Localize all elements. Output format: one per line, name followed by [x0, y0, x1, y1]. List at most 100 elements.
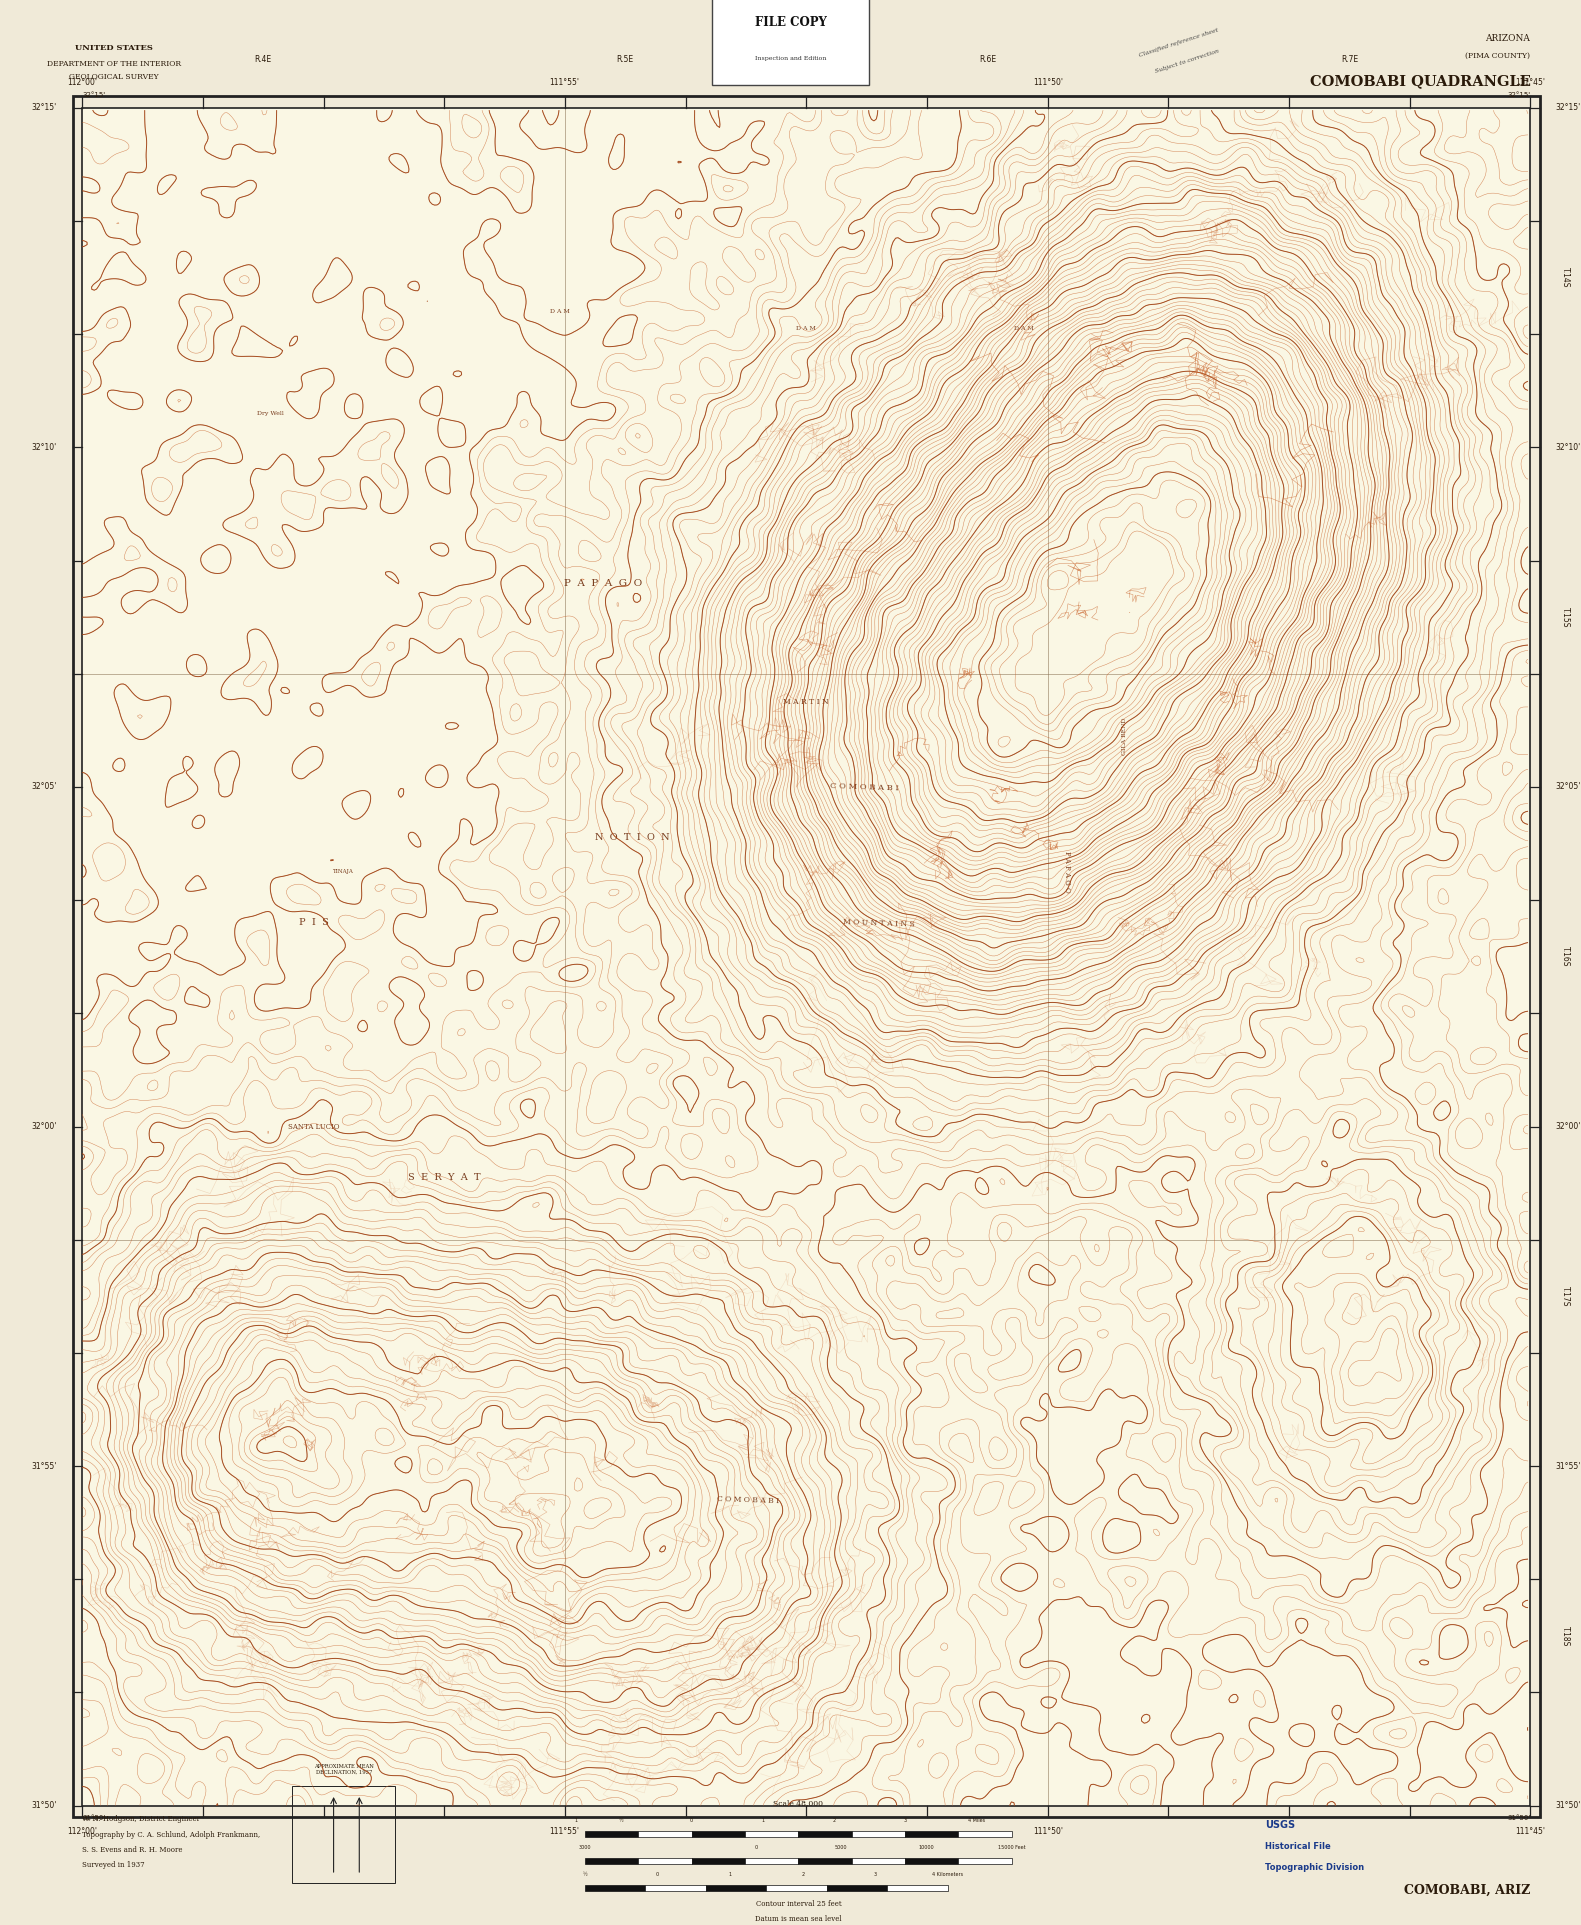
Text: 2: 2	[833, 1817, 835, 1823]
Text: 111°55': 111°55'	[550, 1827, 580, 1836]
Text: Classified reference sheet: Classified reference sheet	[1138, 27, 1219, 58]
Bar	[705, 1885, 767, 1890]
Bar	[292, 1786, 395, 1883]
Text: 111°55': 111°55'	[550, 77, 580, 87]
FancyBboxPatch shape	[711, 0, 870, 85]
Bar	[827, 1885, 887, 1890]
Text: ARIZONA: ARIZONA	[1486, 35, 1530, 42]
Text: 15000 Feet: 15000 Feet	[998, 1844, 1026, 1850]
Bar	[745, 1831, 798, 1836]
Text: 32°15': 32°15'	[1556, 104, 1581, 112]
Bar	[82, 108, 1530, 1806]
Text: 3000: 3000	[579, 1844, 591, 1850]
Text: 4 Miles: 4 Miles	[968, 1817, 985, 1823]
Bar	[585, 1885, 645, 1890]
Text: 5000: 5000	[835, 1844, 847, 1850]
Bar	[958, 1831, 1012, 1836]
Text: T.16S: T.16S	[1560, 947, 1570, 966]
Text: M A R T I N: M A R T I N	[784, 699, 828, 706]
Text: FILE COPY: FILE COPY	[754, 15, 827, 29]
Text: R.7E: R.7E	[1341, 54, 1358, 64]
Text: 31°55': 31°55'	[1556, 1461, 1581, 1471]
Text: Datum is mean sea level: Datum is mean sea level	[756, 1915, 841, 1923]
Bar	[585, 1858, 639, 1863]
Text: 31°50': 31°50'	[32, 1802, 57, 1810]
Text: UNITED STATES: UNITED STATES	[74, 44, 153, 52]
Bar	[645, 1885, 705, 1890]
Text: 1: 1	[729, 1871, 732, 1877]
Text: APPROXIMATE MEAN
DECLINATION, 1937: APPROXIMATE MEAN DECLINATION, 1937	[315, 1763, 373, 1775]
Bar	[585, 1831, 639, 1836]
Bar	[798, 1858, 852, 1863]
Bar	[958, 1858, 1012, 1863]
Text: 31°50': 31°50'	[1556, 1802, 1581, 1810]
Text: 32°05': 32°05'	[32, 782, 57, 791]
Text: Dry Well: Dry Well	[258, 410, 285, 416]
Text: P  I  S: P I S	[299, 918, 329, 928]
Text: P  A  P  A  G  O: P A P A G O	[564, 579, 643, 587]
Text: R.5E: R.5E	[617, 54, 634, 64]
Bar	[639, 1831, 692, 1836]
Text: Historical File: Historical File	[1265, 1842, 1331, 1850]
Text: S  E  R  Y  A  T: S E R Y A T	[408, 1172, 481, 1182]
Bar	[692, 1831, 745, 1836]
Bar	[767, 1885, 827, 1890]
Text: TINAJA: TINAJA	[332, 870, 353, 874]
Text: Subject to correction: Subject to correction	[1154, 48, 1219, 75]
Text: 1: 1	[574, 1817, 577, 1823]
Text: SANTA LUCIO: SANTA LUCIO	[288, 1122, 340, 1130]
Bar	[887, 1885, 949, 1890]
Text: Scale 48,000: Scale 48,000	[773, 1800, 824, 1808]
Text: ½: ½	[618, 1817, 623, 1823]
Text: 32°15': 32°15'	[1507, 92, 1530, 98]
Text: T.15S: T.15S	[1560, 606, 1570, 628]
Text: 32°00': 32°00'	[32, 1122, 57, 1132]
Text: S. S. Evens and R. H. Moore: S. S. Evens and R. H. Moore	[82, 1846, 183, 1854]
Text: 0: 0	[691, 1817, 692, 1823]
Text: D A M: D A M	[1013, 325, 1034, 331]
Text: W. H. Hodgson, District Engineer: W. H. Hodgson, District Engineer	[82, 1815, 201, 1823]
Text: COMOBABI, ARIZ: COMOBABI, ARIZ	[1404, 1885, 1530, 1896]
Text: D A M: D A M	[550, 310, 571, 314]
Text: USGS: USGS	[1265, 1819, 1295, 1831]
Text: 3: 3	[874, 1871, 877, 1877]
Text: DEPARTMENT OF THE INTERIOR: DEPARTMENT OF THE INTERIOR	[47, 60, 180, 67]
Text: M O U N T A I N S: M O U N T A I N S	[843, 918, 915, 928]
Text: Topographic Division: Topographic Division	[1265, 1863, 1364, 1871]
Text: 2: 2	[802, 1871, 805, 1877]
Text: N  O  T  I  O  N: N O T I O N	[594, 834, 670, 843]
Text: P A P A G O: P A P A G O	[1062, 851, 1070, 893]
Text: 32°05': 32°05'	[1556, 782, 1581, 791]
Text: 112°00': 112°00'	[68, 77, 96, 87]
Bar	[692, 1858, 745, 1863]
Bar	[852, 1858, 904, 1863]
Bar	[73, 96, 1540, 1817]
Text: 1: 1	[762, 1817, 764, 1823]
Text: 111°45': 111°45'	[1516, 77, 1545, 87]
Text: 32°00': 32°00'	[1556, 1122, 1581, 1132]
Bar	[82, 108, 1530, 1806]
Text: (PIMA COUNTY): (PIMA COUNTY)	[1466, 52, 1530, 60]
Text: GILA BEND: GILA BEND	[1123, 718, 1127, 755]
Text: T.14S: T.14S	[1560, 268, 1570, 289]
Text: C O M O B A B I: C O M O B A B I	[718, 1496, 779, 1505]
Text: 31°50': 31°50'	[82, 1815, 106, 1821]
Text: GEOLOGICAL SURVEY: GEOLOGICAL SURVEY	[70, 73, 158, 81]
Text: Topography by C. A. Schlund, Adolph Frankmann,: Topography by C. A. Schlund, Adolph Fran…	[82, 1831, 261, 1838]
Text: 31°50': 31°50'	[1507, 1815, 1530, 1821]
Text: T.18S: T.18S	[1560, 1627, 1570, 1646]
Bar	[904, 1858, 958, 1863]
Bar	[852, 1831, 904, 1836]
Bar	[745, 1858, 798, 1863]
Text: 0: 0	[656, 1871, 659, 1877]
Text: 3: 3	[904, 1817, 906, 1823]
Text: D A M: D A M	[797, 325, 816, 331]
Text: 111°50': 111°50'	[1032, 1827, 1062, 1836]
Text: 32°10': 32°10'	[32, 443, 57, 452]
Text: 10000: 10000	[919, 1844, 934, 1850]
Text: COMOBABI QUADRANGLE: COMOBABI QUADRANGLE	[1309, 73, 1530, 89]
Text: C O M O B A B I: C O M O B A B I	[830, 782, 898, 791]
Text: 32°10': 32°10'	[1556, 443, 1581, 452]
Text: Surveyed in 1937: Surveyed in 1937	[82, 1861, 145, 1869]
Bar	[904, 1831, 958, 1836]
